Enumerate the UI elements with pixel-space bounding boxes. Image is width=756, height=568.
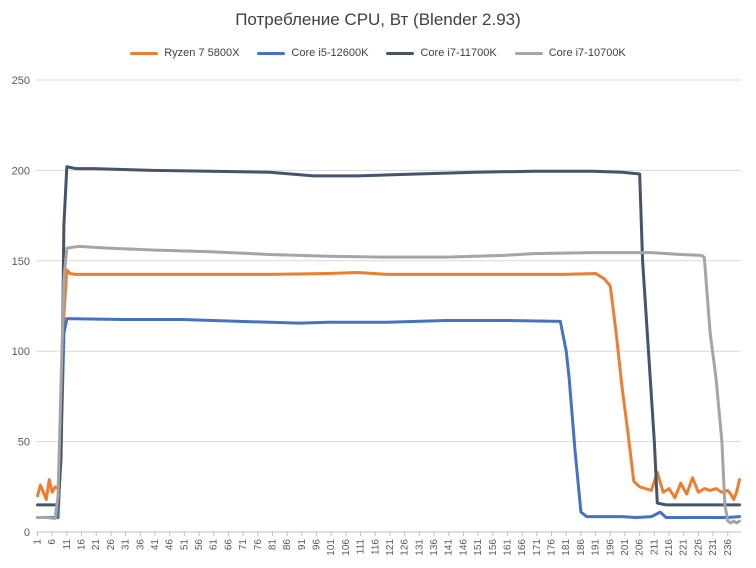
- y-tick-label: 150: [12, 256, 30, 268]
- x-tick-label: 156: [488, 539, 499, 556]
- x-tick-label: 106: [341, 539, 352, 556]
- x-tick-label: 146: [458, 539, 469, 556]
- x-tick-label: 141: [444, 539, 455, 556]
- x-tick-label: 211: [649, 539, 660, 555]
- x-tick-label: 11: [62, 539, 73, 550]
- x-tick-label: 81: [267, 539, 278, 551]
- x-tick-label: 221: [679, 539, 690, 556]
- x-tick-label: 181: [561, 539, 572, 556]
- x-tick-label: 116: [370, 539, 381, 555]
- series-lines: [35, 165, 742, 525]
- x-tick-label: 16: [77, 539, 88, 551]
- legend-label: Ryzen 7 5800X: [164, 47, 240, 59]
- y-axis: 0 50 100 150 200 250: [12, 75, 30, 539]
- legend-label: Core i5-12600K: [291, 47, 369, 59]
- legend-item-ryzen-7-5800x: Ryzen 7 5800X: [130, 47, 239, 59]
- x-tick-label: 206: [635, 539, 646, 556]
- x-tick-label: 26: [106, 539, 117, 551]
- legend-label: Core i7-11700K: [420, 47, 497, 59]
- x-tick-label: 191: [591, 539, 602, 556]
- x-tick-label: 61: [209, 539, 220, 551]
- series-line-ryzen-7-5800x: [35, 268, 742, 501]
- y-tick-label: 200: [12, 165, 30, 177]
- x-tick-label: 86: [282, 539, 293, 551]
- legend-swatch-i7-11700k: [386, 51, 415, 55]
- x-tick-label: 201: [620, 539, 631, 556]
- x-tick-label: 56: [194, 539, 205, 551]
- x-tick-label: 71: [238, 539, 249, 551]
- legend-item-core-i7-10700k: Core i7-10700K: [514, 47, 626, 59]
- x-tick-label: 66: [223, 539, 234, 551]
- x-tick-label: 31: [121, 539, 132, 551]
- x-tick-label: 21: [91, 539, 102, 551]
- x-axis: 1 6 11 16 21 26 31 36 41 46 51 56 61 66 71 76 81 86 91 96 10…: [32, 531, 741, 556]
- x-tick-label: 46: [165, 539, 176, 551]
- legend-label: Core i7-10700K: [548, 47, 626, 59]
- x-tick-label: 171: [532, 539, 543, 556]
- x-tick-label: 226: [693, 539, 704, 556]
- y-tick-label: 100: [12, 346, 30, 358]
- series-line-core-i5-12600k: [35, 317, 742, 520]
- x-tick-label: 151: [473, 539, 484, 556]
- x-tick-label: 51: [179, 539, 190, 551]
- legend-item-core-i7-11700k: Core i7-11700K: [386, 47, 497, 59]
- y-tick-label: 250: [12, 75, 30, 87]
- x-tick-label: 231: [708, 539, 719, 556]
- chart-legend: Ryzen 7 5800X Core i5-12600K Core i7-117…: [0, 47, 756, 59]
- legend-item-core-i5-12600k: Core i5-12600K: [257, 47, 368, 59]
- x-tick-label: 126: [400, 539, 411, 556]
- y-tick-label: 0: [24, 527, 30, 539]
- y-tick-label: 50: [18, 437, 30, 449]
- x-tick-label: 131: [414, 539, 425, 556]
- x-tick-label: 96: [312, 539, 323, 551]
- legend-swatch-i5: [257, 51, 286, 55]
- x-tick-label: 6: [47, 539, 58, 545]
- x-tick-label: 1: [32, 539, 43, 545]
- x-tick-label: 216: [664, 539, 675, 556]
- x-tick-label: 196: [605, 539, 616, 556]
- series-line-core-i7-11700k: [35, 165, 742, 507]
- x-tick-label: 91: [297, 539, 308, 551]
- x-tick-label: 161: [502, 539, 513, 556]
- x-tick-label: 121: [385, 539, 396, 556]
- x-tick-label: 41: [150, 539, 161, 551]
- x-tick-label: 236: [723, 539, 734, 556]
- x-tick-label: 166: [517, 539, 528, 556]
- x-tick-label: 176: [547, 539, 558, 556]
- series-line-core-i7-10700k: [35, 244, 742, 525]
- legend-swatch-i7-10700k: [514, 51, 543, 55]
- gridlines: [36, 79, 741, 443]
- x-tick-label: 101: [326, 539, 337, 556]
- x-tick-label: 111: [356, 539, 367, 555]
- x-tick-label: 76: [253, 539, 264, 551]
- x-tick-label: 136: [429, 539, 440, 556]
- x-tick-label: 186: [576, 539, 587, 556]
- legend-swatch-ryzen: [130, 51, 159, 55]
- chart-title: Потребление CPU, Вт (Blender 2.93): [235, 10, 521, 29]
- x-tick-label: 36: [135, 539, 146, 551]
